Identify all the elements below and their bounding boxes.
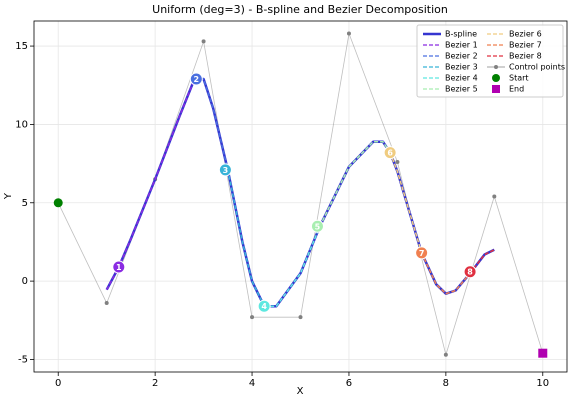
bezier-segment [389, 152, 423, 254]
plot-frame [33, 20, 568, 373]
bezier-segment [420, 252, 471, 295]
segment-number: 7 [419, 249, 425, 258]
bezier-segment [106, 80, 195, 291]
legend-label: Bezier 8 [509, 52, 542, 61]
x-tick-label: 8 [443, 378, 449, 389]
segment-badge [218, 163, 232, 177]
control-point [104, 301, 109, 306]
legend-swatch [492, 74, 500, 82]
legend-label: Bezier 5 [445, 85, 478, 94]
segment-badge [415, 246, 429, 260]
control-point [443, 352, 448, 357]
legend-label: Start [509, 74, 529, 83]
y-tick-label: 10 [15, 119, 28, 130]
bezier-segment [264, 226, 321, 307]
legend-label: B-spline [445, 30, 477, 39]
legend-label: Bezier 6 [509, 30, 542, 39]
legend-label: Bezier 2 [445, 52, 478, 61]
x-tick-label: 10 [536, 378, 549, 389]
y-tick-label: 15 [15, 41, 28, 52]
bezier-segment [469, 249, 495, 274]
x-tick-label: 0 [55, 378, 61, 389]
bezier-segment [193, 78, 229, 171]
legend-label: Bezier 3 [445, 63, 478, 72]
segment-number: 5 [315, 222, 321, 231]
segment-badge [189, 72, 203, 86]
x-tick-label: 2 [152, 378, 158, 389]
bezier-segment [227, 169, 265, 307]
segment-badge [112, 260, 126, 274]
segment-number: 2 [194, 75, 200, 84]
segment-number: 1 [116, 263, 122, 272]
segment-number: 6 [387, 149, 393, 158]
x-tick-label: 4 [249, 378, 255, 389]
segment-number: 3 [223, 166, 229, 175]
start-point [53, 198, 63, 208]
y-tick-label: -5 [18, 354, 28, 365]
control-point [201, 39, 206, 44]
control-point [395, 160, 400, 165]
legend-label: Control points [509, 63, 565, 72]
legend-swatch [492, 85, 500, 93]
legend-label: Bezier 4 [445, 74, 478, 83]
y-tick-label: 0 [22, 276, 28, 287]
segment-badge [310, 219, 324, 233]
legend-swatch [494, 65, 498, 69]
control-point [492, 194, 497, 199]
bezier-segment [319, 140, 391, 227]
x-tick-label: 6 [346, 378, 352, 389]
chart-title: Uniform (deg=3) - B-spline and Bezier De… [152, 3, 448, 16]
legend-box [416, 24, 564, 98]
x-axis-label: X [297, 386, 304, 397]
y-axis-label: Y [3, 192, 14, 200]
control-point [346, 31, 351, 36]
control-point [250, 315, 255, 320]
segment-badge [383, 146, 397, 160]
legend-label: Bezier 7 [509, 41, 542, 50]
segment-badge [257, 299, 271, 313]
segment-number: 8 [467, 268, 473, 277]
legend-label: Bezier 1 [445, 41, 478, 50]
segment-number: 4 [261, 302, 267, 311]
legend-label: End [509, 85, 524, 94]
end-point [538, 348, 548, 358]
segment-badge [463, 265, 477, 279]
y-tick-label: 5 [22, 198, 28, 209]
control-point [298, 315, 303, 320]
